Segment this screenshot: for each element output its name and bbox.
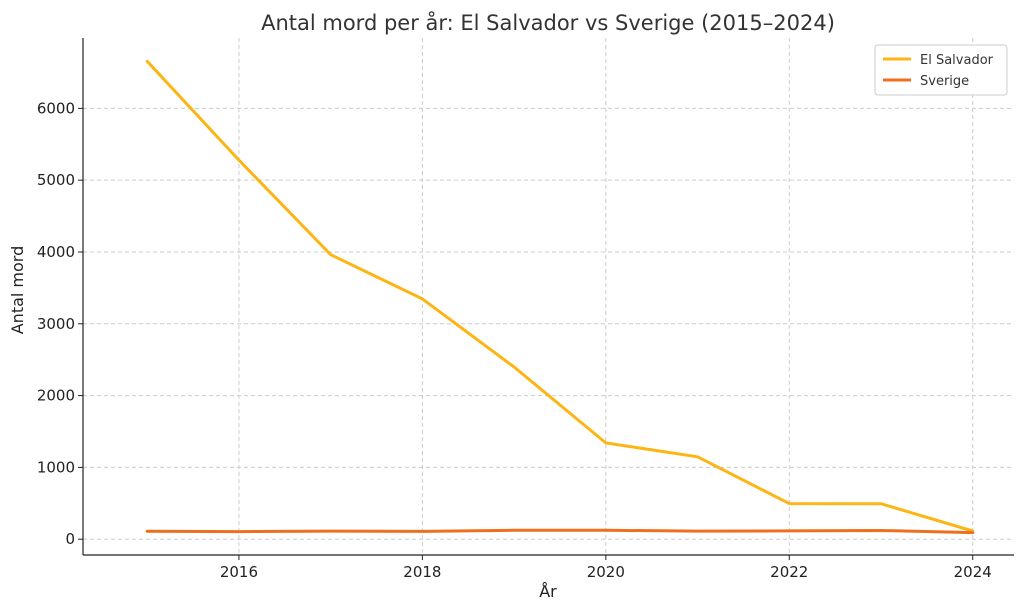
x-axis-label: År xyxy=(539,582,557,601)
series-line-el-salvador xyxy=(145,59,975,533)
y-tick-label: 5000 xyxy=(37,171,75,189)
y-tick-label: 4000 xyxy=(37,243,75,261)
y-tick-label: 2000 xyxy=(37,387,75,405)
legend-label: Sverige xyxy=(920,74,969,89)
chart-title: Antal mord per år: El Salvador vs Sverig… xyxy=(261,10,835,35)
legend: El Salvador Sverige xyxy=(874,44,1008,96)
x-tick-label: 2018 xyxy=(403,563,441,581)
y-tick-label: 6000 xyxy=(37,99,75,117)
axes xyxy=(78,38,1014,560)
tick-labels: 2016 2018 2020 2022 2024 0 1000 2000 3000 4000 500… xyxy=(37,99,992,581)
y-tick-label: 0 xyxy=(65,530,75,548)
series-line-sverige xyxy=(145,528,975,535)
grid xyxy=(83,38,1014,555)
x-tick-label: 2022 xyxy=(770,563,808,581)
series-lines xyxy=(145,59,975,535)
y-tick-label: 1000 xyxy=(37,458,75,476)
x-tick-label: 2024 xyxy=(954,563,992,581)
y-axis-label: Antal mord xyxy=(8,246,27,335)
legend-label: El Salvador xyxy=(920,53,994,68)
x-tick-label: 2020 xyxy=(587,563,625,581)
x-tick-label: 2016 xyxy=(220,563,258,581)
y-tick-label: 3000 xyxy=(37,315,75,333)
